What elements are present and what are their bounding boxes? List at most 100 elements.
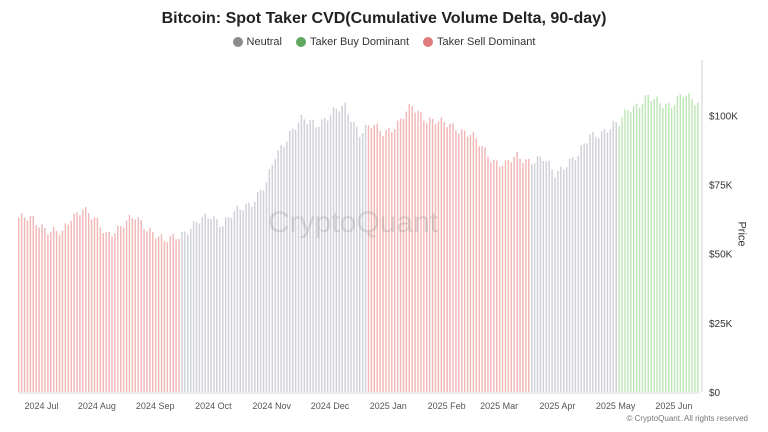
bar-193	[580, 145, 582, 392]
bar-163	[493, 159, 495, 392]
bar-41	[137, 217, 139, 392]
bar-196	[589, 134, 591, 393]
bar-221	[662, 107, 664, 392]
bar-152	[461, 129, 463, 392]
bar-132	[402, 118, 405, 392]
bar-125	[382, 136, 384, 392]
bar-188	[565, 167, 568, 392]
bar-225	[673, 105, 676, 392]
bar-106	[326, 120, 329, 393]
bar-130	[396, 120, 399, 392]
bar-194	[583, 143, 585, 392]
bar-199	[597, 138, 600, 392]
bar-94	[291, 128, 294, 392]
bar-222	[665, 103, 667, 392]
bar-76	[239, 209, 241, 392]
bar-105	[324, 117, 326, 393]
bar-53	[172, 233, 174, 392]
bar-113	[347, 114, 349, 393]
bar-93	[289, 130, 291, 392]
bar-97	[300, 114, 303, 392]
bar-220	[659, 102, 661, 393]
bar-112	[344, 102, 346, 392]
bar-229	[685, 95, 687, 392]
bar-78	[245, 204, 247, 392]
bar-20	[76, 212, 78, 392]
bar-48	[157, 236, 160, 392]
bar-32	[111, 236, 113, 392]
bar-155	[469, 135, 472, 392]
bar-213	[638, 107, 641, 392]
legend-item-buy[interactable]: Taker Buy Dominant	[295, 36, 410, 48]
bar-178	[536, 156, 539, 392]
bar-59	[189, 228, 192, 392]
legend-neutral-dot-icon	[232, 37, 243, 47]
legend-neutral-label: Neutral	[246, 36, 282, 48]
bar-64	[204, 213, 206, 392]
bar-96	[297, 122, 300, 392]
bar-63	[201, 217, 204, 392]
bar-156	[472, 132, 475, 392]
bar-153	[463, 130, 466, 393]
bar-129	[393, 129, 396, 392]
bar-109	[335, 108, 338, 392]
bar-40	[134, 219, 137, 392]
bar-200	[600, 131, 603, 393]
bar-231	[691, 99, 693, 392]
bar-186	[560, 166, 562, 392]
x-tick-label: 2024 Dec	[311, 401, 350, 411]
bar-23	[85, 207, 87, 392]
bar-7	[38, 227, 40, 392]
bar-69	[219, 226, 221, 392]
legend-item-neutral[interactable]: Neutral	[232, 36, 282, 48]
bar-83	[259, 190, 262, 392]
bar-223	[667, 102, 670, 392]
legend-buy-label: Taker Buy Dominant	[309, 36, 410, 48]
bar-154	[466, 136, 469, 392]
bar-128	[391, 132, 393, 392]
x-tick-label: 2025 Jan	[370, 401, 407, 411]
bar-148	[449, 124, 451, 392]
x-tick-label: 2024 Sep	[136, 401, 175, 411]
bar-3	[26, 220, 29, 392]
bar-56	[181, 231, 183, 392]
bar-195	[586, 143, 588, 392]
bar-24	[87, 213, 90, 392]
bar-80	[251, 206, 253, 392]
bar-34	[117, 225, 119, 392]
bar-164	[495, 160, 498, 392]
bar-149	[452, 123, 454, 392]
bar-55	[178, 238, 180, 392]
bar-211	[632, 105, 635, 392]
bar-86	[268, 168, 271, 392]
bar-135	[411, 106, 413, 393]
bar-142	[431, 118, 434, 392]
bar-204	[612, 121, 615, 392]
bar-36	[122, 227, 125, 392]
bar-104	[321, 119, 323, 392]
y-tick-label: $100K	[709, 111, 738, 122]
bar-87	[271, 164, 274, 392]
bar-167	[504, 160, 507, 392]
bar-117	[359, 136, 361, 392]
bar-170	[513, 156, 515, 392]
bar-114	[350, 121, 352, 393]
legend-item-sell[interactable]: Taker Sell Dominant	[423, 36, 535, 48]
bar-224	[670, 108, 673, 392]
bar-201	[603, 129, 606, 392]
bars-group	[18, 92, 699, 393]
bar-60	[192, 221, 195, 392]
bar-134	[408, 104, 411, 392]
bar-71	[224, 217, 227, 392]
bar-182	[548, 160, 550, 392]
bar-174	[525, 159, 527, 392]
bar-16	[64, 223, 67, 392]
bar-207	[621, 117, 623, 392]
bar-189	[568, 158, 571, 392]
bar-233	[697, 102, 699, 392]
bar-61	[195, 222, 198, 392]
x-tick-label: 2024 Oct	[195, 401, 232, 411]
bar-158	[478, 146, 480, 392]
